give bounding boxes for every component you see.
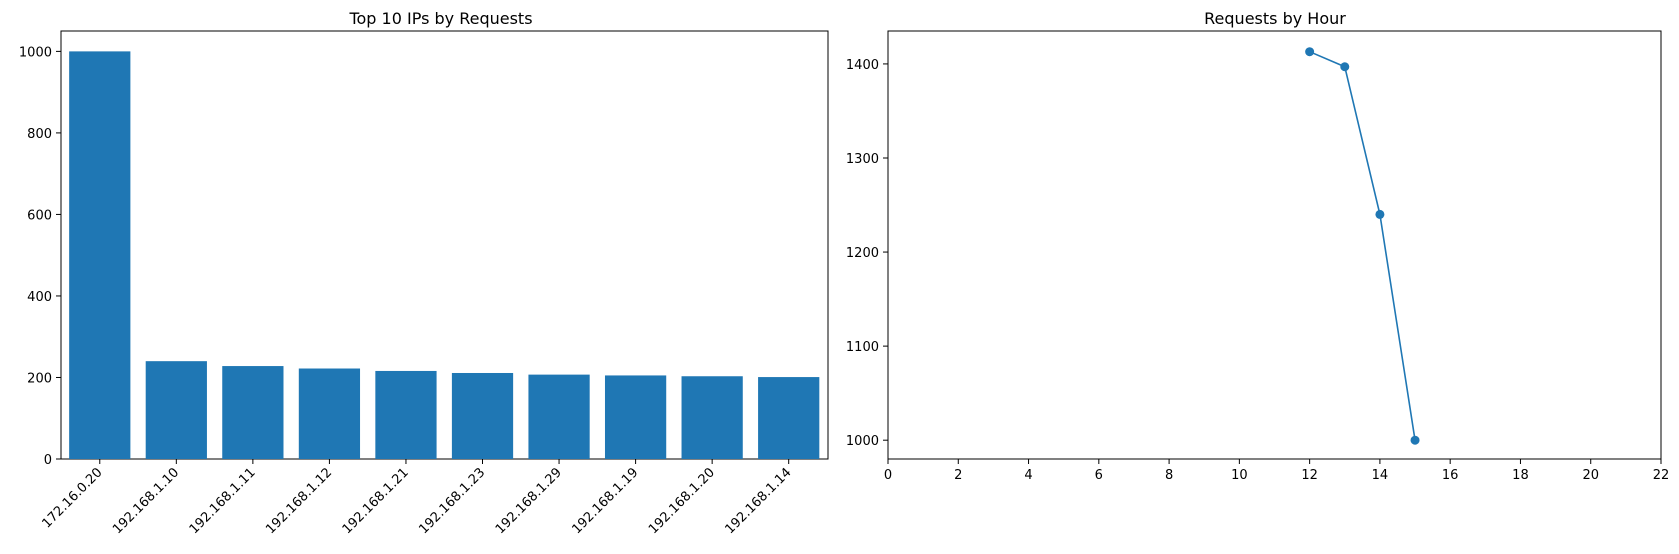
x-tick-label: 192.168.1.11 xyxy=(187,465,259,537)
y-tick-label: 200 xyxy=(27,371,52,386)
line-series xyxy=(1305,47,1420,445)
x-tick-label: 192.168.1.12 xyxy=(263,465,335,537)
x-tick-label: 192.168.1.21 xyxy=(340,465,412,537)
bar xyxy=(222,366,284,459)
x-tick-label: 2 xyxy=(954,468,962,483)
x-tick-label: 192.168.1.14 xyxy=(723,465,795,537)
x-tick-label: 192.168.1.10 xyxy=(110,465,182,537)
x-tick-label: 192.168.1.19 xyxy=(569,465,641,537)
series-line xyxy=(1309,50,1416,441)
bar xyxy=(681,376,743,459)
data-point xyxy=(1410,435,1420,445)
x-tick-label: 20 xyxy=(1582,468,1599,483)
bar-x-axis-ticks: 172.16.0.20 192.168.1.10 192.168.1.11 192.1… xyxy=(39,459,795,537)
x-tick-label: 172.16.0.20 xyxy=(39,465,105,531)
bar xyxy=(145,361,207,459)
y-tick-label: 1100 xyxy=(846,340,879,355)
y-tick-label: 1300 xyxy=(846,152,879,167)
y-tick-label: 400 xyxy=(27,290,52,305)
x-tick-label: 192.168.1.23 xyxy=(416,465,488,537)
bar-series xyxy=(69,51,820,459)
bar xyxy=(758,377,820,459)
line-y-axis-ticks: 1000 1100 1200 1300 1400 xyxy=(846,58,888,449)
x-tick-label: 192.168.1.20 xyxy=(646,465,718,537)
bar-chart-plot-frame xyxy=(60,30,829,460)
data-point xyxy=(1340,62,1350,72)
x-tick-label: 18 xyxy=(1512,468,1529,483)
x-tick-label: 192.168.1.29 xyxy=(493,465,565,537)
x-tick-label: 6 xyxy=(1095,468,1103,483)
bar xyxy=(298,368,361,459)
y-tick-label: 1000 xyxy=(846,434,879,449)
data-point xyxy=(1375,209,1385,219)
x-tick-label: 10 xyxy=(1231,468,1248,483)
data-point xyxy=(1305,47,1315,57)
bar xyxy=(604,375,667,459)
bar-chart-panel: Top 10 IPs by Requests 172.16.0.20 192.16… xyxy=(19,9,829,537)
y-tick-label: 1400 xyxy=(846,58,879,73)
bar-y-axis-ticks: 0 200 400 600 800 1000 xyxy=(19,45,61,468)
x-tick-label: 0 xyxy=(884,468,892,483)
bar xyxy=(69,51,131,459)
bar xyxy=(451,372,514,459)
x-tick-label: 16 xyxy=(1442,468,1459,483)
bar-chart-title: Top 10 IPs by Requests xyxy=(348,9,532,28)
x-tick-label: 14 xyxy=(1372,468,1389,483)
y-tick-label: 1200 xyxy=(846,246,879,261)
line-chart-title: Requests by Hour xyxy=(1204,9,1346,28)
x-tick-label: 8 xyxy=(1165,468,1173,483)
y-tick-label: 1000 xyxy=(19,45,52,60)
line-x-axis-ticks: 0 2 4 6 8 10 12 14 16 18 20 22 xyxy=(884,459,1669,483)
x-tick-label: 22 xyxy=(1653,468,1670,483)
line-chart-plot-frame xyxy=(887,30,1662,460)
x-tick-label: 12 xyxy=(1301,468,1318,483)
y-tick-label: 600 xyxy=(27,208,52,223)
line-chart-panel: Requests by Hour 0 2 4 6 8 10 12 14 16 18 20 22 100… xyxy=(846,9,1669,483)
bar xyxy=(375,370,437,459)
bar xyxy=(528,374,590,459)
y-tick-label: 0 xyxy=(44,453,52,468)
x-tick-label: 4 xyxy=(1024,468,1032,483)
y-tick-label: 800 xyxy=(27,127,52,142)
